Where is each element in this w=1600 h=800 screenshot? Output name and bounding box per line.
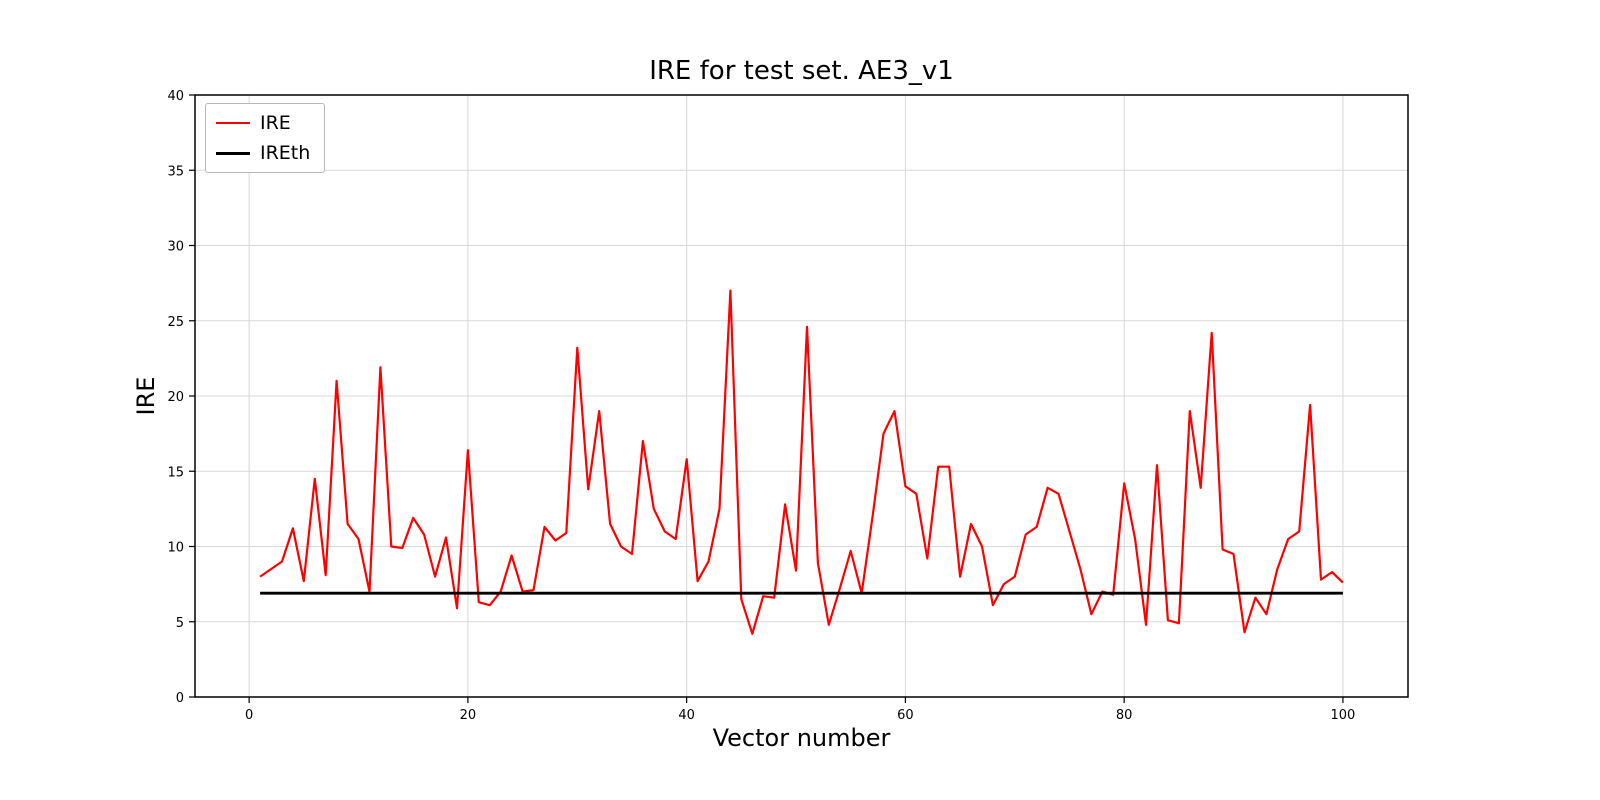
y-tick-label: 15: [167, 465, 184, 480]
legend-entry-ireth: IREth: [216, 142, 310, 164]
series-ire: [259, 289, 1344, 635]
y-tick-label: 40: [167, 89, 184, 104]
y-tick-label: 10: [167, 541, 184, 556]
y-tick-label: 5: [176, 616, 184, 631]
y-tick-label: 20: [167, 390, 184, 405]
legend-label-ireth: IREth: [260, 142, 311, 164]
x-tick-label: 60: [897, 708, 914, 723]
x-tick-label: 0: [245, 708, 253, 723]
legend: IRE IREth: [205, 103, 326, 173]
x-tick-label: 40: [678, 708, 695, 723]
y-tick-label: 30: [167, 240, 184, 255]
y-axis-label: IRE: [132, 376, 160, 416]
legend-label-ire: IRE: [260, 112, 291, 134]
chart-title: IRE for test set. AE3_v1: [649, 56, 954, 86]
y-tick-label: 0: [176, 691, 184, 706]
ireth-line-sample: [216, 151, 250, 155]
x-axis-label: Vector number: [712, 724, 891, 752]
y-tick-label: 25: [167, 315, 184, 330]
legend-entry-ire: IRE: [216, 112, 310, 134]
x-tick-label: 20: [460, 708, 477, 723]
x-tick-label: 80: [1116, 708, 1133, 723]
y-tick-label: 35: [167, 164, 184, 179]
x-tick-label: 100: [1331, 708, 1356, 723]
ire-line-sample: [216, 122, 250, 124]
